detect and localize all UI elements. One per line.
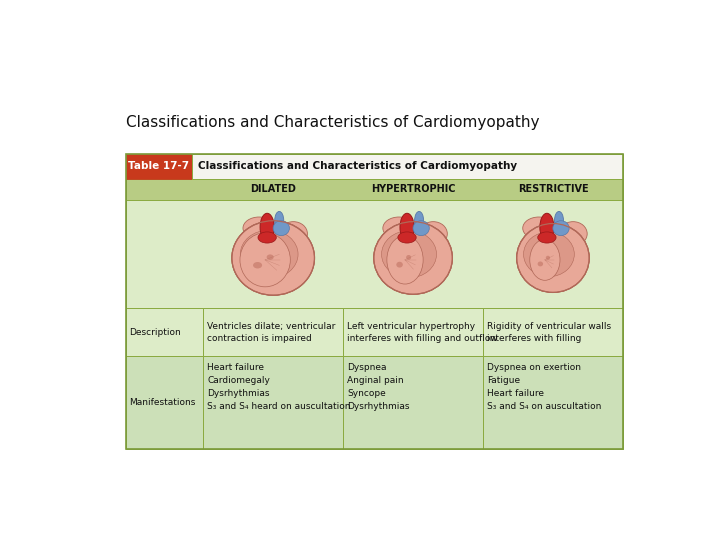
Ellipse shape: [517, 224, 589, 293]
Ellipse shape: [387, 235, 423, 284]
Ellipse shape: [383, 217, 415, 239]
Ellipse shape: [559, 221, 588, 246]
Ellipse shape: [400, 213, 414, 241]
Ellipse shape: [240, 233, 290, 287]
Text: Table 17-7: Table 17-7: [128, 161, 189, 172]
Ellipse shape: [374, 221, 452, 294]
Ellipse shape: [258, 232, 276, 243]
FancyBboxPatch shape: [126, 154, 192, 179]
Ellipse shape: [243, 217, 275, 239]
FancyBboxPatch shape: [483, 356, 623, 449]
Text: Dyspnea
Anginal pain
Syncope
Dysrhythmias: Dyspnea Anginal pain Syncope Dysrhythmia…: [347, 363, 410, 411]
Ellipse shape: [275, 212, 284, 230]
Text: Classifications and Characteristics of Cardiomyopathy: Classifications and Characteristics of C…: [126, 114, 540, 130]
Ellipse shape: [523, 232, 575, 276]
Ellipse shape: [374, 221, 452, 294]
Ellipse shape: [260, 213, 274, 241]
Text: DILATED: DILATED: [251, 185, 296, 194]
Ellipse shape: [419, 221, 447, 246]
Ellipse shape: [554, 212, 564, 230]
Ellipse shape: [382, 231, 436, 278]
Text: Description: Description: [130, 328, 181, 336]
FancyBboxPatch shape: [192, 154, 623, 179]
Text: Dyspnea on exertion
Fatigue
Heart failure
S₃ and S₄ on auscultation: Dyspnea on exertion Fatigue Heart failur…: [487, 363, 601, 411]
Ellipse shape: [266, 254, 274, 260]
Ellipse shape: [232, 221, 315, 295]
Ellipse shape: [273, 221, 289, 235]
FancyBboxPatch shape: [126, 179, 623, 200]
FancyBboxPatch shape: [203, 356, 343, 449]
FancyBboxPatch shape: [343, 308, 483, 356]
Ellipse shape: [398, 232, 416, 243]
FancyBboxPatch shape: [483, 308, 623, 356]
Ellipse shape: [540, 213, 554, 241]
Ellipse shape: [253, 262, 262, 268]
Ellipse shape: [279, 221, 307, 246]
Text: RESTRICTIVE: RESTRICTIVE: [518, 185, 588, 194]
Ellipse shape: [553, 221, 570, 235]
Text: Manifestations: Manifestations: [130, 398, 196, 407]
Ellipse shape: [232, 221, 315, 295]
Ellipse shape: [240, 230, 298, 279]
Ellipse shape: [415, 212, 423, 230]
Text: HYPERTROPHIC: HYPERTROPHIC: [371, 185, 455, 194]
Ellipse shape: [538, 232, 556, 243]
Ellipse shape: [538, 261, 543, 266]
FancyBboxPatch shape: [126, 308, 203, 356]
FancyBboxPatch shape: [126, 200, 623, 308]
Ellipse shape: [530, 239, 560, 280]
Ellipse shape: [523, 217, 555, 239]
Ellipse shape: [546, 256, 550, 260]
FancyBboxPatch shape: [203, 308, 343, 356]
FancyBboxPatch shape: [343, 356, 483, 449]
Ellipse shape: [406, 255, 411, 260]
Ellipse shape: [413, 221, 429, 235]
Ellipse shape: [396, 262, 402, 268]
Text: Heart failure
Cardiomegaly
Dysrhythmias
S₃ and S₄ heard on auscultation: Heart failure Cardiomegaly Dysrhythmias …: [207, 363, 351, 411]
Text: Rigidity of ventricular walls
interferes with filling: Rigidity of ventricular walls interferes…: [487, 322, 611, 342]
FancyBboxPatch shape: [126, 356, 203, 449]
Ellipse shape: [517, 224, 589, 293]
Text: Classifications and Characteristics of Cardiomyopathy: Classifications and Characteristics of C…: [199, 161, 518, 172]
Text: Left ventricular hypertrophy
interferes with filling and outflow: Left ventricular hypertrophy interferes …: [347, 322, 498, 342]
Text: Ventricles dilate; ventricular
contraction is impaired: Ventricles dilate; ventricular contracti…: [207, 322, 336, 342]
